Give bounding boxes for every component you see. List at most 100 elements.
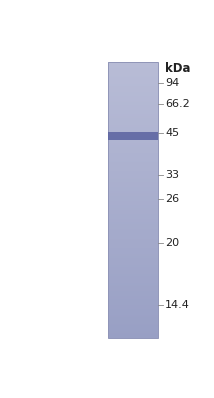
Bar: [108, 107, 158, 108]
Bar: [108, 145, 158, 146]
Bar: [108, 327, 158, 328]
Bar: [108, 73, 158, 74]
Bar: [108, 186, 158, 187]
Bar: [108, 323, 158, 324]
Bar: [108, 144, 158, 145]
Bar: [108, 216, 158, 217]
Bar: [108, 191, 158, 192]
Bar: [108, 203, 158, 204]
Bar: [108, 84, 158, 85]
Bar: [108, 167, 158, 168]
Bar: [108, 288, 158, 289]
Bar: [108, 74, 158, 75]
Bar: [108, 97, 158, 98]
Bar: [108, 224, 158, 225]
Bar: [108, 124, 158, 125]
Bar: [108, 181, 158, 183]
Bar: [108, 221, 158, 222]
Bar: [108, 90, 158, 92]
Bar: [108, 312, 158, 313]
Bar: [108, 210, 158, 211]
Bar: [108, 134, 158, 135]
Bar: [108, 261, 158, 263]
Bar: [108, 273, 158, 275]
Bar: [108, 266, 158, 267]
Bar: [108, 152, 158, 153]
Bar: [108, 199, 158, 200]
Bar: [108, 143, 158, 144]
Bar: [108, 141, 158, 142]
Bar: [108, 226, 158, 227]
Bar: [108, 101, 158, 102]
Bar: [108, 113, 158, 115]
Bar: [108, 71, 158, 72]
Bar: [108, 317, 158, 318]
Bar: [108, 285, 158, 287]
Bar: [108, 88, 158, 89]
Bar: [108, 315, 158, 316]
Bar: [108, 222, 158, 223]
Bar: [108, 201, 158, 202]
Bar: [108, 245, 158, 246]
Bar: [108, 103, 158, 104]
Bar: [108, 87, 158, 88]
Bar: [108, 95, 158, 96]
Bar: [108, 269, 158, 270]
Bar: [108, 135, 158, 136]
Bar: [108, 227, 158, 228]
Bar: [108, 75, 158, 76]
Bar: [108, 164, 158, 165]
Bar: [108, 314, 158, 315]
Bar: [108, 257, 158, 258]
Bar: [108, 296, 158, 297]
Bar: [108, 229, 158, 230]
Bar: [108, 149, 158, 150]
Bar: [108, 318, 158, 319]
Bar: [108, 204, 158, 205]
Bar: [108, 86, 158, 87]
Bar: [108, 272, 158, 273]
Bar: [108, 161, 158, 162]
Bar: [108, 109, 158, 110]
Bar: [108, 80, 158, 81]
Bar: [108, 100, 158, 101]
Bar: [108, 298, 158, 299]
Bar: [108, 112, 158, 113]
Bar: [108, 120, 158, 121]
Bar: [108, 158, 158, 160]
Bar: [108, 130, 158, 131]
Bar: [108, 249, 158, 250]
Text: kDa: kDa: [165, 62, 190, 74]
Bar: [108, 316, 158, 317]
Bar: [108, 228, 158, 229]
Bar: [108, 160, 158, 161]
Bar: [108, 173, 158, 174]
Bar: [108, 283, 158, 284]
Bar: [108, 70, 158, 71]
Bar: [108, 116, 158, 117]
Bar: [108, 133, 158, 134]
Bar: [108, 129, 158, 130]
Bar: [108, 275, 158, 276]
Bar: [108, 215, 158, 216]
Bar: [108, 295, 158, 296]
Text: 20: 20: [165, 238, 179, 248]
Bar: [108, 85, 158, 86]
Bar: [108, 299, 158, 300]
Bar: [108, 66, 158, 68]
Bar: [108, 303, 158, 304]
Bar: [108, 280, 158, 281]
Bar: [108, 188, 158, 189]
Bar: [108, 270, 158, 271]
Bar: [108, 250, 158, 251]
Bar: [108, 140, 158, 141]
Bar: [108, 118, 158, 119]
Bar: [108, 208, 158, 209]
Bar: [108, 223, 158, 224]
Bar: [108, 265, 158, 266]
Bar: [108, 302, 158, 303]
Bar: [108, 156, 158, 157]
Bar: [108, 98, 158, 99]
Bar: [108, 297, 158, 298]
Bar: [108, 174, 158, 175]
